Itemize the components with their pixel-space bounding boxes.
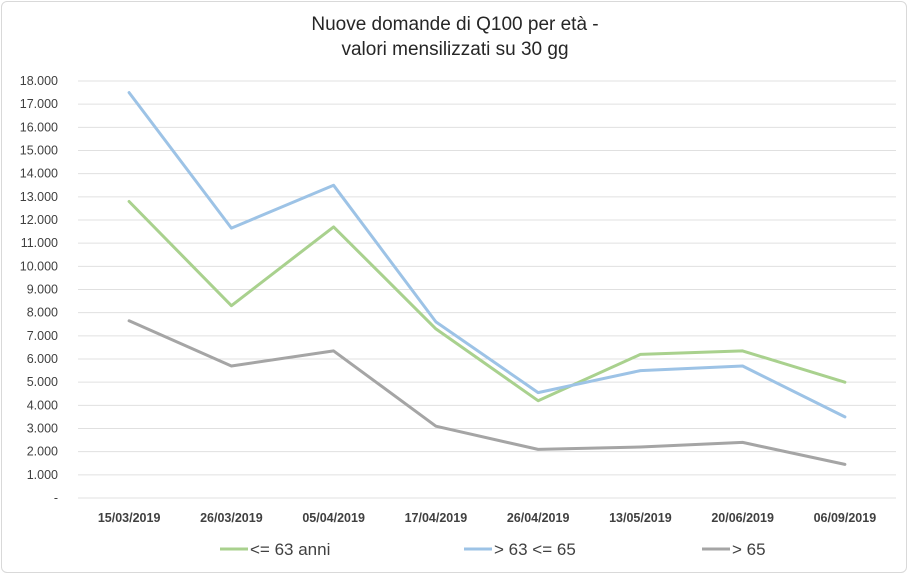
y-tick-label: 15.000 xyxy=(20,144,58,158)
y-tick-label: 10.000 xyxy=(20,259,58,273)
series-line-3 xyxy=(127,319,847,466)
y-tick-label: 14.000 xyxy=(20,167,58,181)
x-tick-label: 17/04/2019 xyxy=(405,511,468,525)
y-tick-label: 9.000 xyxy=(27,283,58,297)
y-tick-label: 1.000 xyxy=(27,468,58,482)
series-line-1 xyxy=(127,200,847,403)
x-tick-label: 05/04/2019 xyxy=(302,511,365,525)
y-tick-label: 8.000 xyxy=(27,306,58,320)
y-tick-label: 11.000 xyxy=(21,236,58,250)
legend-label: > 65 xyxy=(732,540,766,559)
y-tick-label: 6.000 xyxy=(27,352,58,366)
x-tick-label: 06/09/2019 xyxy=(814,511,877,525)
legend-label: > 63 <= 65 xyxy=(494,540,576,559)
x-tick-label: 15/03/2019 xyxy=(98,511,161,525)
y-tick-label: 5.000 xyxy=(27,375,58,389)
y-tick-label: - xyxy=(54,491,58,505)
legend-label: <= 63 anni xyxy=(250,540,330,559)
series-line-2 xyxy=(127,91,847,419)
y-tick-label: 3.000 xyxy=(27,422,58,436)
y-tick-label: 7.000 xyxy=(27,329,58,343)
x-tick-label: 20/06/2019 xyxy=(711,511,774,525)
y-tick-label: 18.000 xyxy=(20,74,58,88)
y-tick-label: 2.000 xyxy=(27,445,58,459)
x-tick-label: 13/05/2019 xyxy=(609,511,672,525)
y-tick-label: 12.000 xyxy=(20,213,58,227)
chart-title-line: Nuove domande di Q100 per età - xyxy=(311,14,598,35)
x-tick-label: 26/04/2019 xyxy=(507,511,570,525)
y-tick-label: 4.000 xyxy=(27,398,58,412)
y-tick-label: 17.000 xyxy=(20,97,58,111)
chart-title-line: valori mensilizzati su 30 gg xyxy=(341,39,568,60)
x-tick-label: 26/03/2019 xyxy=(200,511,263,525)
y-tick-label: 13.000 xyxy=(20,190,58,204)
y-tick-label: 16.000 xyxy=(20,120,58,134)
